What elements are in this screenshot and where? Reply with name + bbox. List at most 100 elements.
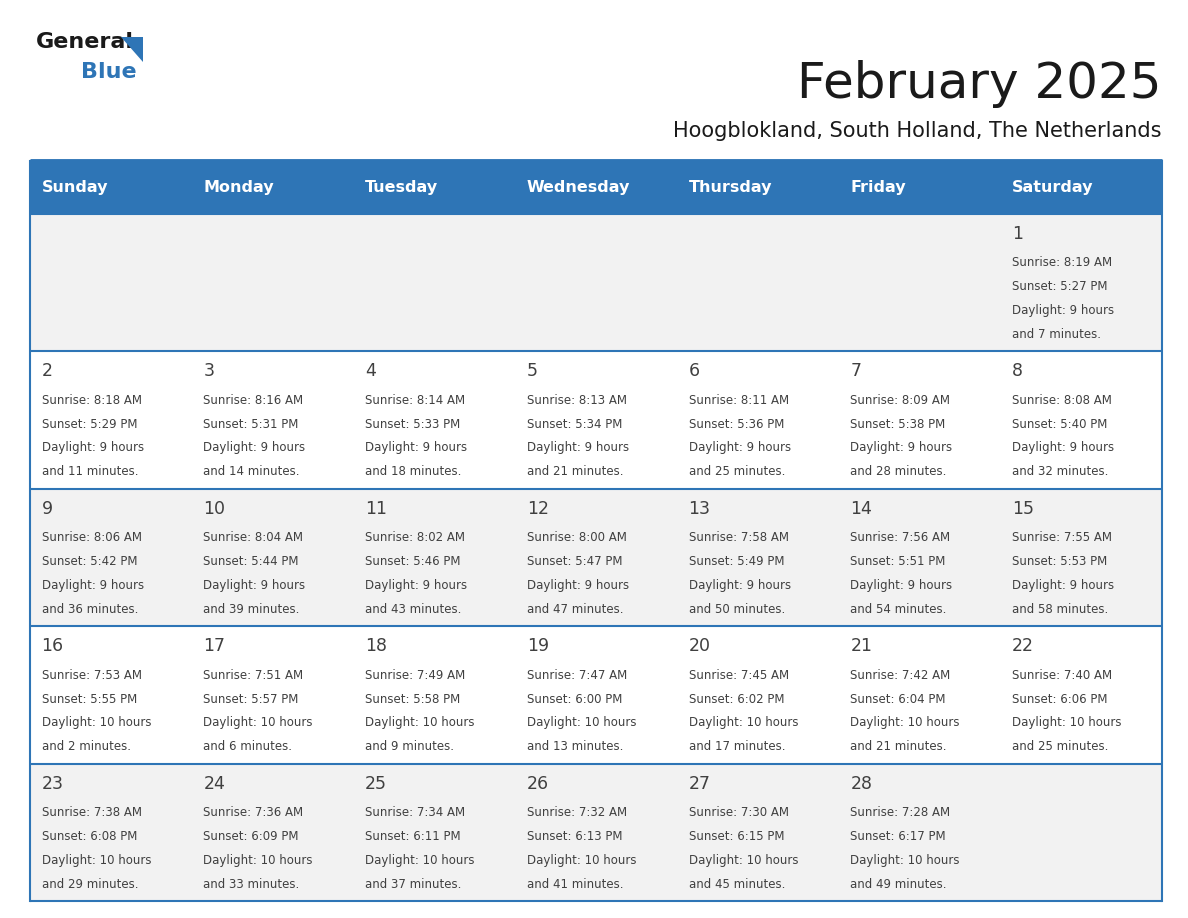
Text: Sunrise: 7:30 AM: Sunrise: 7:30 AM	[689, 806, 789, 819]
Text: Sunrise: 7:55 AM: Sunrise: 7:55 AM	[1012, 532, 1112, 544]
Text: Sunset: 5:49 PM: Sunset: 5:49 PM	[689, 555, 784, 568]
Text: Sunset: 5:55 PM: Sunset: 5:55 PM	[42, 692, 137, 706]
Text: Daylight: 10 hours: Daylight: 10 hours	[203, 854, 312, 867]
Text: and 43 minutes.: and 43 minutes.	[365, 603, 461, 616]
Text: 7: 7	[851, 363, 861, 380]
Text: Sunrise: 7:45 AM: Sunrise: 7:45 AM	[689, 668, 789, 682]
Text: Sunset: 6:00 PM: Sunset: 6:00 PM	[526, 692, 623, 706]
Text: Sunset: 5:44 PM: Sunset: 5:44 PM	[203, 555, 299, 568]
Polygon shape	[121, 37, 143, 62]
Text: Daylight: 10 hours: Daylight: 10 hours	[689, 716, 798, 730]
Text: 2: 2	[42, 363, 52, 380]
Text: Daylight: 10 hours: Daylight: 10 hours	[203, 716, 312, 730]
Text: Daylight: 9 hours: Daylight: 9 hours	[689, 442, 791, 454]
Bar	[30, 626, 1162, 764]
Text: Sunset: 6:17 PM: Sunset: 6:17 PM	[851, 830, 946, 843]
Text: and 28 minutes.: and 28 minutes.	[851, 465, 947, 478]
Text: Blue: Blue	[81, 62, 137, 83]
Text: Sunset: 5:31 PM: Sunset: 5:31 PM	[203, 418, 298, 431]
Text: and 2 minutes.: and 2 minutes.	[42, 740, 131, 754]
Text: and 49 minutes.: and 49 minutes.	[851, 878, 947, 890]
Text: 12: 12	[526, 500, 549, 518]
Text: Sunrise: 8:09 AM: Sunrise: 8:09 AM	[851, 394, 950, 407]
Text: and 7 minutes.: and 7 minutes.	[1012, 328, 1101, 341]
Text: Sunrise: 8:02 AM: Sunrise: 8:02 AM	[365, 532, 465, 544]
Text: Sunset: 6:04 PM: Sunset: 6:04 PM	[851, 692, 946, 706]
Text: Sunrise: 7:49 AM: Sunrise: 7:49 AM	[365, 668, 466, 682]
Text: 28: 28	[851, 775, 872, 793]
Text: 1: 1	[1012, 225, 1023, 243]
Text: and 37 minutes.: and 37 minutes.	[365, 878, 461, 890]
Text: Sunrise: 8:00 AM: Sunrise: 8:00 AM	[526, 532, 626, 544]
Text: 11: 11	[365, 500, 387, 518]
Text: Daylight: 10 hours: Daylight: 10 hours	[526, 854, 637, 867]
Text: Daylight: 10 hours: Daylight: 10 hours	[851, 716, 960, 730]
Text: Daylight: 10 hours: Daylight: 10 hours	[1012, 716, 1121, 730]
Text: Daylight: 10 hours: Daylight: 10 hours	[526, 716, 637, 730]
Text: Daylight: 10 hours: Daylight: 10 hours	[851, 854, 960, 867]
Text: Saturday: Saturday	[1012, 180, 1093, 195]
Text: and 39 minutes.: and 39 minutes.	[203, 603, 299, 616]
Text: February 2025: February 2025	[797, 60, 1162, 107]
Text: and 41 minutes.: and 41 minutes.	[526, 878, 624, 890]
Text: Sunrise: 7:53 AM: Sunrise: 7:53 AM	[42, 668, 141, 682]
Text: Sunset: 5:57 PM: Sunset: 5:57 PM	[203, 692, 298, 706]
Text: Sunrise: 8:13 AM: Sunrise: 8:13 AM	[526, 394, 627, 407]
Text: Wednesday: Wednesday	[526, 180, 630, 195]
Bar	[30, 352, 1162, 489]
Bar	[30, 214, 1162, 352]
Text: and 11 minutes.: and 11 minutes.	[42, 465, 138, 478]
Text: Sunrise: 7:38 AM: Sunrise: 7:38 AM	[42, 806, 141, 819]
Text: Sunset: 5:40 PM: Sunset: 5:40 PM	[1012, 418, 1107, 431]
Text: and 29 minutes.: and 29 minutes.	[42, 878, 138, 890]
Text: Daylight: 9 hours: Daylight: 9 hours	[1012, 304, 1114, 317]
Text: Sunset: 5:46 PM: Sunset: 5:46 PM	[365, 555, 461, 568]
Text: and 36 minutes.: and 36 minutes.	[42, 603, 138, 616]
Text: 18: 18	[365, 637, 387, 655]
Text: Sunrise: 8:14 AM: Sunrise: 8:14 AM	[365, 394, 466, 407]
Text: Sunset: 5:33 PM: Sunset: 5:33 PM	[365, 418, 460, 431]
Text: Sunrise: 7:42 AM: Sunrise: 7:42 AM	[851, 668, 950, 682]
Text: Sunset: 5:34 PM: Sunset: 5:34 PM	[526, 418, 623, 431]
Text: Daylight: 9 hours: Daylight: 9 hours	[203, 442, 305, 454]
Bar	[30, 161, 1162, 214]
Text: Daylight: 9 hours: Daylight: 9 hours	[1012, 442, 1114, 454]
Text: Monday: Monday	[203, 180, 274, 195]
Text: and 17 minutes.: and 17 minutes.	[689, 740, 785, 754]
Text: and 21 minutes.: and 21 minutes.	[526, 465, 624, 478]
Text: Sunrise: 8:04 AM: Sunrise: 8:04 AM	[203, 532, 303, 544]
Text: Sunset: 5:42 PM: Sunset: 5:42 PM	[42, 555, 137, 568]
Text: Sunrise: 7:40 AM: Sunrise: 7:40 AM	[1012, 668, 1112, 682]
Text: Daylight: 9 hours: Daylight: 9 hours	[851, 579, 953, 592]
Text: Sunrise: 8:16 AM: Sunrise: 8:16 AM	[203, 394, 303, 407]
Text: 23: 23	[42, 775, 64, 793]
Text: 25: 25	[365, 775, 387, 793]
Text: and 25 minutes.: and 25 minutes.	[1012, 740, 1108, 754]
Text: Sunset: 5:51 PM: Sunset: 5:51 PM	[851, 555, 946, 568]
Text: Daylight: 9 hours: Daylight: 9 hours	[689, 579, 791, 592]
Text: 15: 15	[1012, 500, 1034, 518]
Text: and 14 minutes.: and 14 minutes.	[203, 465, 299, 478]
Text: Friday: Friday	[851, 180, 906, 195]
Text: and 18 minutes.: and 18 minutes.	[365, 465, 461, 478]
Text: Sunrise: 8:06 AM: Sunrise: 8:06 AM	[42, 532, 141, 544]
Text: Daylight: 10 hours: Daylight: 10 hours	[365, 854, 474, 867]
Text: 16: 16	[42, 637, 64, 655]
Text: and 21 minutes.: and 21 minutes.	[851, 740, 947, 754]
Text: and 13 minutes.: and 13 minutes.	[526, 740, 624, 754]
Text: Sunset: 6:09 PM: Sunset: 6:09 PM	[203, 830, 299, 843]
Text: Daylight: 9 hours: Daylight: 9 hours	[365, 442, 467, 454]
Text: Sunrise: 7:51 AM: Sunrise: 7:51 AM	[203, 668, 303, 682]
Text: and 6 minutes.: and 6 minutes.	[203, 740, 292, 754]
Text: Sunrise: 8:11 AM: Sunrise: 8:11 AM	[689, 394, 789, 407]
Text: Sunset: 5:27 PM: Sunset: 5:27 PM	[1012, 280, 1107, 293]
Text: Sunrise: 8:19 AM: Sunrise: 8:19 AM	[1012, 256, 1112, 269]
Text: Tuesday: Tuesday	[365, 180, 438, 195]
Text: Sunrise: 7:36 AM: Sunrise: 7:36 AM	[203, 806, 303, 819]
Text: 14: 14	[851, 500, 872, 518]
Text: and 47 minutes.: and 47 minutes.	[526, 603, 624, 616]
Text: Sunrise: 7:56 AM: Sunrise: 7:56 AM	[851, 532, 950, 544]
Text: Sunset: 5:47 PM: Sunset: 5:47 PM	[526, 555, 623, 568]
Text: 5: 5	[526, 363, 538, 380]
Text: Sunset: 6:08 PM: Sunset: 6:08 PM	[42, 830, 137, 843]
